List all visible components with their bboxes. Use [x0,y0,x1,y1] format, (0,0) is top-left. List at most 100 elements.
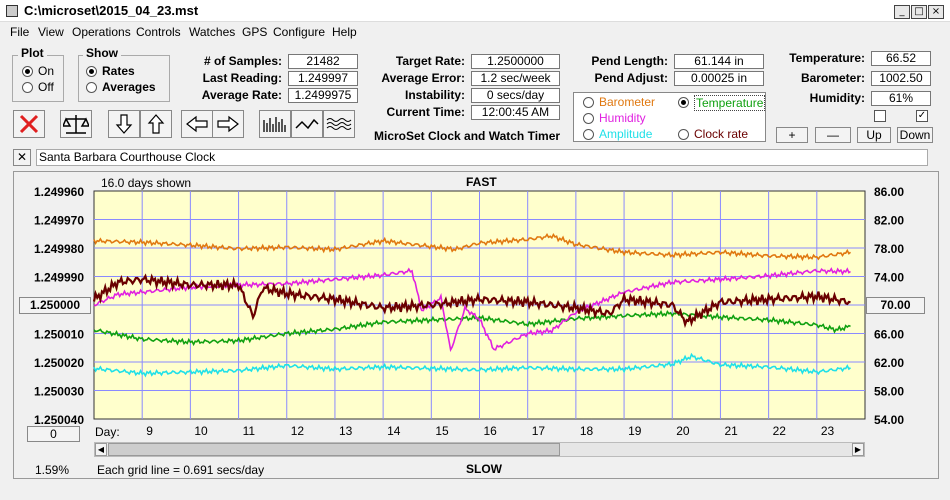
day-tick-label: 18 [580,424,594,438]
menu-gps[interactable]: GPS [242,25,268,39]
left-axis-tick: 1.249980 [34,242,84,256]
show-rates-radio[interactable] [86,66,97,77]
unchecked-checkbox[interactable] [874,110,886,122]
left-axis-tick: 1.250020 [34,356,84,370]
menu-bar: File View Operations Controls Watches GP… [0,22,950,42]
arrow-down-icon [115,114,133,134]
plot-on-radio[interactable] [22,66,33,77]
scrollbar-thumb[interactable] [108,443,560,456]
clear-button[interactable] [13,110,45,138]
day-tick-label: 19 [628,424,642,438]
series-line-amplitude [93,352,852,378]
menu-help[interactable]: Help [332,25,357,39]
menu-operations[interactable]: Operations [72,25,131,39]
left-axis-tick: 1.250010 [34,328,84,342]
day-tick-label: 15 [435,424,449,438]
right-axis-tick: 58.00 [874,385,904,399]
days-shown: 16.0 days shown [101,176,192,190]
plot-off-radio[interactable] [22,82,33,93]
right-axis-tick: 62.00 [874,356,904,370]
pend-adjust-value[interactable]: 0.00025 in [674,71,764,86]
wave-plot-button[interactable] [323,110,355,138]
minus-button[interactable]: — [815,127,851,143]
close-clock-button[interactable]: ✕ [13,149,31,166]
average-error-value: 1.2 sec/week [471,71,560,86]
last-reading-value: 1.249997 [288,71,358,86]
day-tick-label: 21 [724,424,738,438]
menu-configure[interactable]: Configure [273,25,326,39]
right-axis-tick: 66.00 [874,328,904,342]
slow-label: SLOW [466,462,502,476]
percent-readout: 1.59% [35,463,70,477]
arrow-left-icon [186,115,208,133]
app-icon [6,5,18,17]
clock-name-field[interactable]: Santa Barbara Courthouse Clock [36,149,928,166]
pend-length-value[interactable]: 61.144 in [674,54,764,69]
pend-length-label: Pend Length: [591,54,668,68]
up-button[interactable]: Up [857,127,891,143]
left-center-button[interactable]: 1.250000 [19,297,91,314]
humidity-radio[interactable] [583,113,594,124]
line-plot-icon [295,118,319,130]
scroll-down-button[interactable] [108,110,140,138]
day-tick-label: 14 [387,424,401,438]
barometer-radio[interactable] [583,97,594,108]
temperature-label: Temperature: [789,51,865,65]
scroll-left-arrow[interactable]: ◀ [95,443,107,456]
close-button[interactable]: × [928,5,944,19]
line-plot-button[interactable] [291,110,323,138]
plus-button[interactable]: + [776,127,808,143]
wave-plot-icon [326,118,352,130]
day-tick-label: 23 [821,424,835,438]
arrow-up-icon [147,114,165,134]
day-tick-label: 16 [484,424,498,438]
day-tick-label: 17 [532,424,546,438]
menu-file[interactable]: File [10,25,30,39]
show-averages-radio[interactable] [86,82,97,93]
menu-controls[interactable]: Controls [136,25,181,39]
menu-watches[interactable]: Watches [189,25,236,39]
down-button[interactable]: Down [897,127,933,143]
offset-button[interactable]: 0 [27,426,80,442]
average-rate-value: 1.2499975 [288,88,358,103]
amplitude-radio[interactable] [583,129,594,140]
minimize-button[interactable]: _ [894,5,910,19]
temperature-radio[interactable] [678,97,689,108]
humidity-option: Humidity [599,111,646,125]
right-axis-tick: 78.00 [874,242,904,256]
day-tick-label: 20 [676,424,690,438]
average-rate-label: Average Rate: [201,88,282,102]
bar-plot-icon [263,117,286,132]
bar-plot-button[interactable] [259,110,291,138]
window-title: C:\microset\2015_04_23.mst [24,3,199,18]
grid-note: Each grid line = 0.691 secs/day [97,463,265,477]
series-line-temperature [93,309,851,347]
barometer-label: Barometer: [800,71,865,85]
checked-checkbox[interactable]: ✓ [916,110,928,122]
scroll-up-button[interactable] [140,110,172,138]
right-center-button[interactable]: 70.00 [866,297,925,314]
clock-rate-option: Clock rate [694,127,749,141]
left-axis-tick: 1.250030 [34,385,84,399]
series-line-barometer [93,232,852,262]
show-averages-label: Averages [102,80,156,94]
balance-button[interactable] [60,110,92,138]
day-tick-label: 11 [243,424,256,438]
target-rate-label: Target Rate: [395,54,465,68]
day-tick-label: 10 [194,424,208,438]
scroll-right-button[interactable] [212,110,244,138]
clock-rate-radio[interactable] [678,129,689,140]
maximize-button[interactable]: □ [911,5,927,19]
current-time-value: 12:00:45 AM [471,105,560,120]
day-tick-label: 13 [339,424,353,438]
title-bar: C:\microset\2015_04_23.mst _ □ × [0,0,950,22]
day-tick-label: 22 [773,424,787,438]
scroll-left-button[interactable] [181,110,213,138]
menu-view[interactable]: View [38,25,64,39]
left-axis-tick: 1.249960 [34,185,84,199]
humidity-label: Humidity: [809,91,865,105]
samples-value: 21482 [288,54,358,69]
target-rate-value[interactable]: 1.2500000 [471,54,560,69]
scroll-right-arrow[interactable]: ▶ [852,443,864,456]
